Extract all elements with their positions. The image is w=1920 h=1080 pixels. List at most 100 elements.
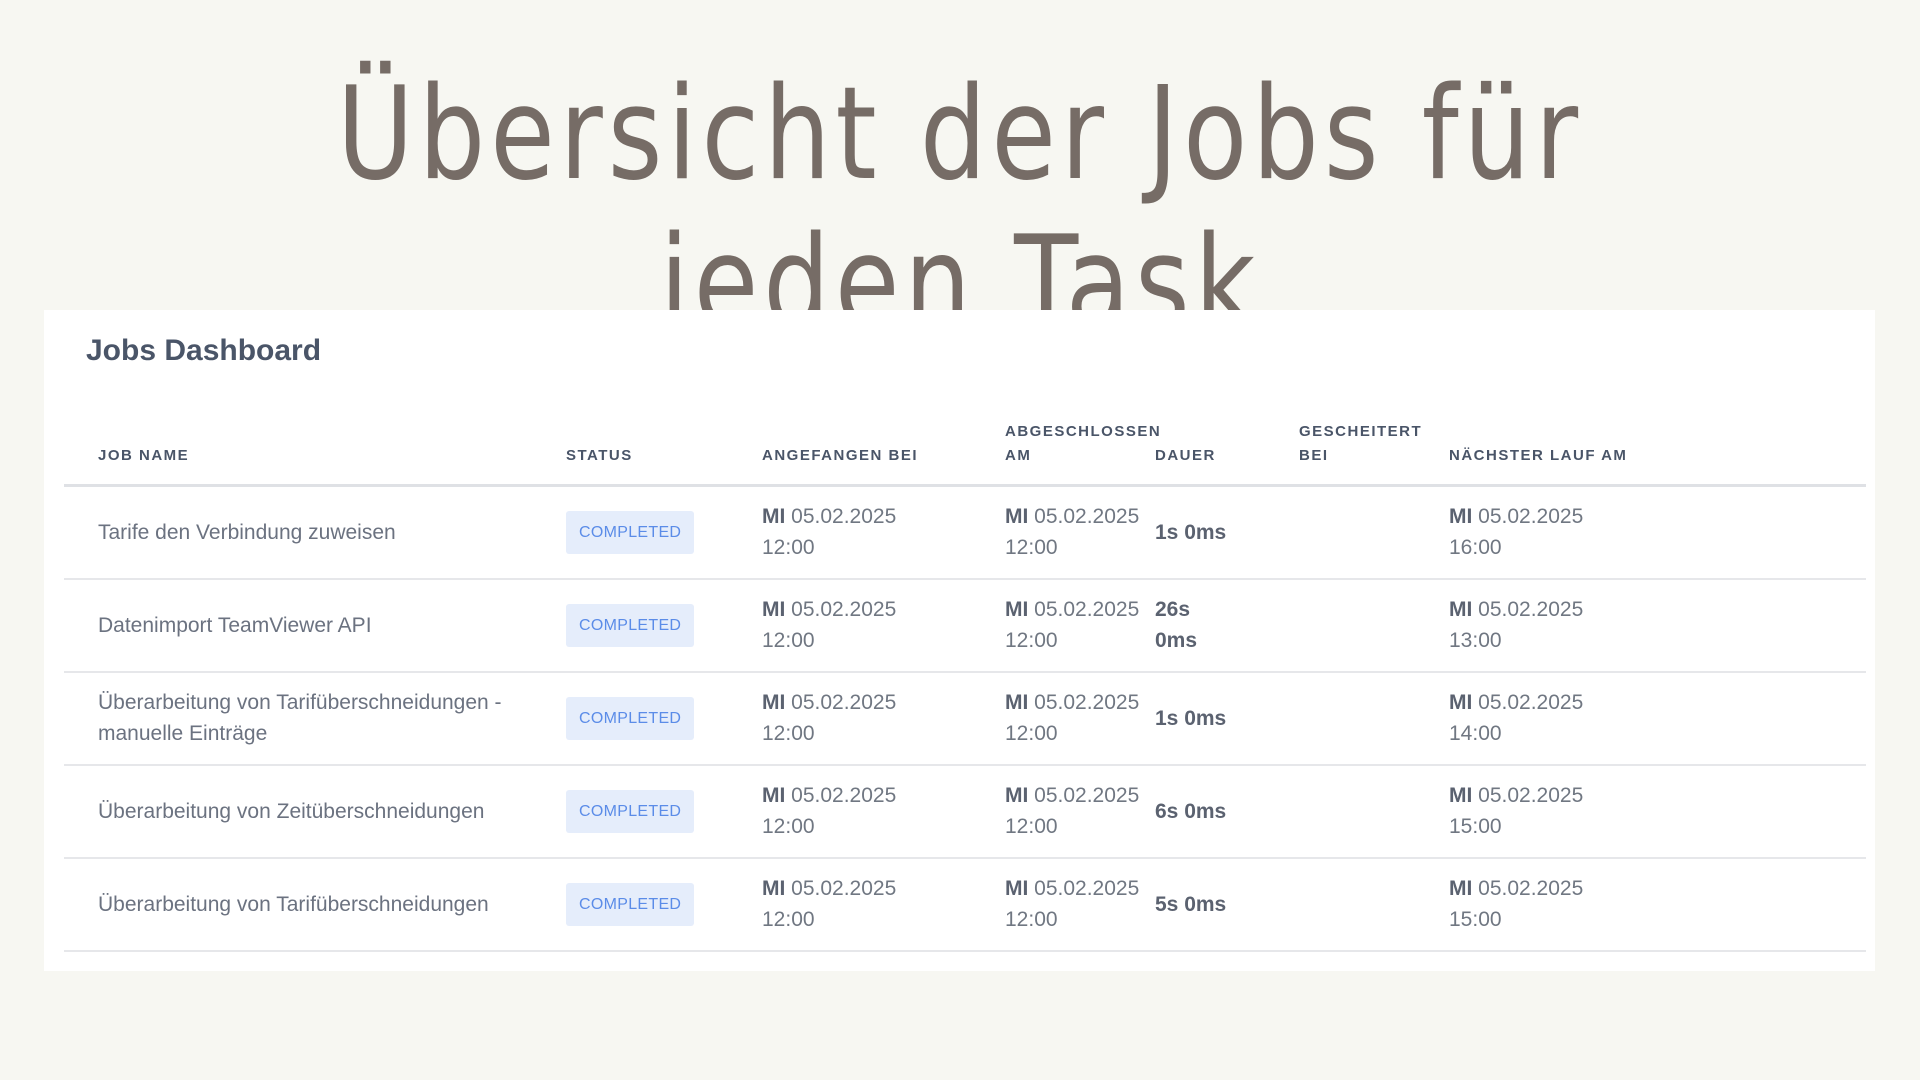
time: 12:00 [1005, 815, 1058, 838]
failed-at-cell [1299, 857, 1449, 952]
finished-at-cell: MI 05.02.2025 12:00 [1005, 671, 1155, 766]
status-cell: COMPLETED [566, 857, 762, 952]
time: 16:00 [1449, 536, 1502, 560]
jobs-dashboard-card: Jobs Dashboard JOB NAME STATUS ANGEFANGEN … [44, 310, 1875, 971]
table-row[interactable]: Überarbeitung von Tarifüberschneidungen … [64, 671, 1866, 766]
next-run-cell: MI 05.02.2025 16:00 [1449, 485, 1866, 580]
duration: 1s 0ms [1155, 520, 1227, 544]
weekday: MI [1005, 691, 1029, 714]
status-cell: COMPLETED [566, 671, 762, 766]
date: 05.02.2025 [1478, 598, 1584, 621]
weekday: MI [762, 505, 786, 529]
column-header-started-at[interactable]: ANGEFANGEN BEI [762, 420, 1005, 487]
duration: 6s 0ms [1155, 799, 1227, 823]
next-run-cell: MI 05.02.2025 13:00 [1449, 578, 1866, 673]
weekday: MI [762, 877, 786, 900]
column-header-finished-at[interactable]: ABGESCHLOSSEN AM [1005, 420, 1160, 487]
failed-at-cell [1299, 485, 1449, 580]
dashboard-title: Jobs Dashboard [86, 334, 322, 367]
time: 12:00 [762, 722, 815, 745]
date: 05.02.2025 [1478, 505, 1584, 529]
date: 05.02.2025 [791, 598, 897, 621]
table-row[interactable]: Überarbeitung von Tarifüberschneidungen … [64, 857, 1866, 952]
table-row[interactable]: Überarbeitung von Zeitüberschneidungen C… [64, 764, 1866, 859]
job-name-cell: Überarbeitung von Tarifüberschneidungen [64, 857, 566, 952]
finished-at-cell: MI 05.02.2025 12:00 [1005, 764, 1155, 859]
date: 05.02.2025 [1034, 784, 1140, 807]
status-cell: COMPLETED [566, 485, 762, 580]
weekday: MI [1005, 505, 1029, 529]
column-header-next-run[interactable]: NÄCHSTER LAUF AM [1449, 420, 1866, 487]
column-header-duration[interactable]: DAUER [1155, 420, 1299, 487]
weekday: MI [762, 598, 786, 621]
time: 12:00 [762, 536, 815, 560]
weekday: MI [1449, 784, 1473, 807]
job-name-cell: Überarbeitung von Tarifüberschneidungen … [64, 671, 566, 766]
job-name: Datenimport TeamViewer API [98, 613, 372, 637]
time: 12:00 [762, 908, 815, 931]
job-name: Überarbeitung von Tarifüberschneidungen … [98, 691, 502, 745]
weekday: MI [762, 784, 786, 807]
job-name: Tarife den Verbindung zuweisen [98, 520, 396, 544]
date: 05.02.2025 [1034, 877, 1140, 900]
started-at-cell: MI 05.02.2025 12:00 [762, 764, 1005, 859]
time: 12:00 [1005, 722, 1058, 745]
date: 05.02.2025 [791, 784, 897, 807]
job-name-cell: Überarbeitung von Zeitüberschneidungen [64, 764, 566, 859]
duration-cell: 1s 0ms [1155, 485, 1299, 580]
time: 15:00 [1449, 815, 1502, 838]
weekday: MI [1449, 505, 1473, 529]
column-header-failed-at[interactable]: GESCHEITERT BEI [1299, 420, 1449, 487]
time: 12:00 [1005, 629, 1058, 652]
job-name-cell: Tarife den Verbindung zuweisen [64, 485, 566, 580]
status-badge: COMPLETED [566, 510, 695, 554]
failed-at-cell [1299, 671, 1449, 766]
jobs-table: JOB NAME STATUS ANGEFANGEN BEI ABGESCHLOSSE… [64, 420, 1866, 952]
finished-at-cell: MI 05.02.2025 12:00 [1005, 857, 1155, 952]
finished-at-cell: MI 05.02.2025 12:00 [1005, 578, 1155, 673]
weekday: MI [1449, 691, 1473, 714]
job-name-cell: Datenimport TeamViewer API [64, 578, 566, 673]
status-cell: COMPLETED [566, 578, 762, 673]
duration: 26s 0ms [1155, 598, 1198, 652]
weekday: MI [1005, 877, 1029, 900]
column-header-job-name[interactable]: JOB NAME [64, 420, 566, 487]
time: 15:00 [1449, 908, 1502, 931]
started-at-cell: MI 05.02.2025 12:00 [762, 485, 1005, 580]
job-name: Überarbeitung von Tarifüberschneidungen [98, 892, 489, 916]
started-at-cell: MI 05.02.2025 12:00 [762, 857, 1005, 952]
time: 12:00 [762, 629, 815, 652]
weekday: MI [1449, 877, 1473, 900]
time: 13:00 [1449, 629, 1502, 652]
date: 05.02.2025 [1034, 691, 1140, 714]
date: 05.02.2025 [1478, 691, 1584, 714]
status-badge: COMPLETED [566, 789, 695, 833]
failed-at-cell [1299, 578, 1449, 673]
duration: 5s 0ms [1155, 892, 1227, 916]
weekday: MI [1449, 598, 1473, 621]
finished-at-cell: MI 05.02.2025 12:00 [1005, 485, 1155, 580]
job-name: Überarbeitung von Zeitüberschneidungen [98, 799, 485, 823]
started-at-cell: MI 05.02.2025 12:00 [762, 578, 1005, 673]
status-badge: COMPLETED [566, 882, 695, 926]
time: 12:00 [1005, 908, 1058, 931]
started-at-cell: MI 05.02.2025 12:00 [762, 671, 1005, 766]
status-badge: COMPLETED [566, 603, 695, 647]
date: 05.02.2025 [791, 691, 897, 714]
duration-cell: 1s 0ms [1155, 671, 1299, 766]
time: 12:00 [762, 815, 815, 838]
column-header-status[interactable]: STATUS [566, 420, 762, 487]
table-row[interactable]: Datenimport TeamViewer API COMPLETED MI … [64, 578, 1866, 673]
next-run-cell: MI 05.02.2025 14:00 [1449, 671, 1866, 766]
date: 05.02.2025 [1478, 784, 1584, 807]
duration-cell: 26s 0ms [1155, 578, 1299, 673]
time: 12:00 [1005, 536, 1058, 560]
date: 05.02.2025 [791, 877, 897, 900]
table-row[interactable]: Tarife den Verbindung zuweisen COMPLETED… [64, 485, 1866, 580]
next-run-cell: MI 05.02.2025 15:00 [1449, 857, 1866, 952]
page-title: Übersicht der Jobs für jeden Task [336, 60, 1584, 358]
weekday: MI [1005, 784, 1029, 807]
duration-cell: 6s 0ms [1155, 764, 1299, 859]
failed-at-cell [1299, 764, 1449, 859]
date: 05.02.2025 [791, 505, 897, 529]
